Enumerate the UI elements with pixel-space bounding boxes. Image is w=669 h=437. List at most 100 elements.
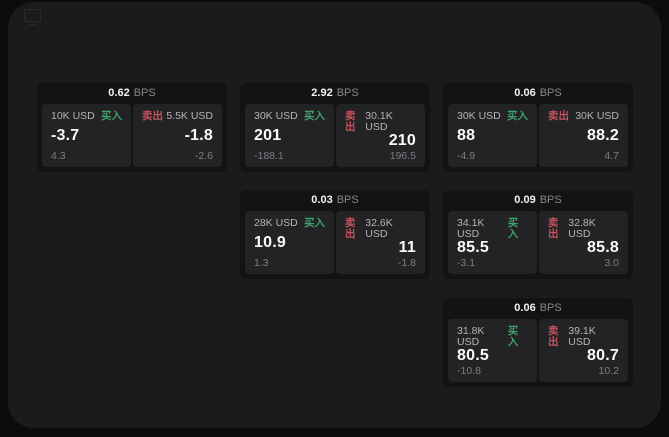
buy-price-value: 201 [254, 127, 282, 144]
sell-side-label: 卖出 [548, 325, 559, 348]
buy-quote-tile[interactable]: 31.8K USD 买入 80.5 -10.8 [448, 319, 537, 382]
buy-quote-tile[interactable]: 10K USD 买入 -3.7 4.3 [42, 104, 131, 167]
sell-change-value: 4.7 [604, 149, 619, 162]
sell-side-label: 卖出 [345, 110, 356, 133]
sell-tile-header: 卖出 39.1K USD [548, 326, 619, 347]
bps-spread-value: 0.06 [514, 302, 536, 314]
buy-price-value: 80.5 [457, 347, 489, 365]
buy-tile-header: 28K USD 买入 [254, 218, 325, 229]
buy-size-label: 28K USD [254, 217, 298, 229]
quote-card: 0.03 BPS 28K USD 买入 10.9 1.3 卖出 32.6K US… [240, 190, 430, 279]
sell-price-value: 88.2 [587, 127, 619, 144]
sell-tile-header: 卖出 5.5K USD [142, 111, 213, 122]
buy-tile-header: 30K USD 买入 [457, 111, 528, 122]
sell-quote-tile[interactable]: 卖出 30K USD 88.2 4.7 [539, 104, 628, 167]
sell-quote-tile[interactable]: 卖出 30.1K USD 210 196.5 [336, 104, 425, 167]
buy-tile-header: 31.8K USD 买入 [457, 326, 528, 347]
buy-price-value: 10.9 [254, 234, 286, 251]
buy-quote-tile[interactable]: 30K USD 买入 88 -4.9 [448, 104, 537, 167]
sell-side-label: 卖出 [345, 217, 356, 240]
sell-change-value: -1.8 [397, 256, 416, 269]
buy-change-value: -4.9 [457, 149, 476, 162]
buy-size-label: 30K USD [457, 110, 501, 122]
sell-change-value: 10.2 [598, 364, 619, 377]
bps-spread-value: 0.09 [514, 194, 536, 206]
card-body: 30K USD 买入 88 -4.9 卖出 30K USD 88.2 4.7 [443, 104, 633, 167]
card-body: 28K USD 买入 10.9 1.3 卖出 32.6K USD 11 -1.8 [240, 211, 430, 274]
buy-size-label: 10K USD [51, 110, 95, 122]
buy-size-label: 30K USD [254, 110, 298, 122]
card-header: 0.06 BPS [443, 298, 633, 319]
sell-side-label: 卖出 [548, 110, 569, 122]
card-body: 30K USD 买入 201 -188.1 卖出 30.1K USD 210 1… [240, 104, 430, 167]
sell-quote-tile[interactable]: 卖出 32.8K USD 85.8 3.0 [539, 211, 628, 274]
buy-price-value: -3.7 [51, 127, 80, 144]
buy-quote-tile[interactable]: 28K USD 买入 10.9 1.3 [245, 211, 334, 274]
buy-side-label: 买入 [304, 110, 325, 122]
buy-price-value: 85.5 [457, 239, 489, 257]
bps-unit-label: BPS [133, 87, 156, 99]
sell-price-value: 210 [388, 132, 416, 150]
buy-quote-tile[interactable]: 30K USD 买入 201 -188.1 [245, 104, 334, 167]
buy-side-label: 买入 [507, 110, 528, 122]
sell-change-value: -2.6 [194, 149, 213, 162]
buy-tile-header: 34.1K USD 买入 [457, 218, 528, 239]
bps-spread-value: 0.06 [514, 87, 536, 99]
card-header: 0.62 BPS [37, 83, 227, 104]
sell-quote-tile[interactable]: 卖出 39.1K USD 80.7 10.2 [539, 319, 628, 382]
quote-card: 0.06 BPS 30K USD 买入 88 -4.9 卖出 30K USD 8… [443, 83, 633, 172]
sell-price-value: 11 [398, 239, 416, 257]
buy-quote-tile[interactable]: 34.1K USD 买入 85.5 -3.1 [448, 211, 537, 274]
bps-spread-value: 2.92 [311, 87, 333, 99]
card-body: 31.8K USD 买入 80.5 -10.8 卖出 39.1K USD 80.… [443, 319, 633, 382]
quote-card: 0.06 BPS 31.8K USD 买入 80.5 -10.8 卖出 39.1… [443, 298, 633, 387]
buy-size-label: 31.8K USD [457, 325, 485, 348]
buy-change-value: 4.3 [51, 149, 66, 162]
sell-tile-header: 卖出 32.8K USD [548, 218, 619, 239]
sell-tile-header: 卖出 32.6K USD [345, 218, 416, 239]
card-header: 0.09 BPS [443, 190, 633, 211]
card-header: 0.03 BPS [240, 190, 430, 211]
sell-side-label: 卖出 [548, 217, 559, 240]
buy-side-label: 买入 [304, 217, 325, 229]
card-body: 34.1K USD 买入 85.5 -3.1 卖出 32.8K USD 85.8… [443, 211, 633, 274]
sell-size-label: 32.6K USD [365, 217, 393, 240]
buy-tile-header: 30K USD 买入 [254, 111, 325, 122]
sell-size-label: 39.1K USD [568, 325, 596, 348]
card-body: 10K USD 买入 -3.7 4.3 卖出 5.5K USD -1.8 -2.… [37, 104, 227, 167]
bps-unit-label: BPS [539, 194, 562, 206]
sell-quote-tile[interactable]: 卖出 5.5K USD -1.8 -2.6 [133, 104, 222, 167]
sell-size-label: 30K USD [575, 110, 619, 122]
sell-tile-header: 卖出 30.1K USD [345, 111, 416, 132]
sell-side-label: 卖出 [142, 110, 163, 122]
buy-change-value: 1.3 [254, 256, 269, 269]
card-header: 0.06 BPS [443, 83, 633, 104]
bps-unit-label: BPS [539, 87, 562, 99]
bps-unit-label: BPS [539, 302, 562, 314]
bps-spread-value: 0.03 [311, 194, 333, 206]
sell-change-value: 3.0 [604, 256, 619, 269]
sell-change-value: 196.5 [389, 149, 416, 162]
buy-change-value: -10.8 [457, 364, 481, 377]
buy-change-value: -188.1 [254, 149, 284, 162]
sell-price-value: 85.8 [587, 239, 619, 257]
sell-size-label: 30.1K USD [365, 110, 393, 133]
quote-card: 2.92 BPS 30K USD 买入 201 -188.1 卖出 30.1K … [240, 83, 430, 172]
buy-side-label: 买入 [507, 217, 519, 240]
monitor-icon [24, 9, 41, 25]
bps-unit-label: BPS [336, 194, 359, 206]
quote-card: 0.09 BPS 34.1K USD 买入 85.5 -3.1 卖出 32.8K… [443, 190, 633, 279]
quote-card: 0.62 BPS 10K USD 买入 -3.7 4.3 卖出 5.5K USD… [37, 83, 227, 172]
sell-size-label: 5.5K USD [166, 110, 213, 122]
sell-quote-tile[interactable]: 卖出 32.6K USD 11 -1.8 [336, 211, 425, 274]
bps-unit-label: BPS [336, 87, 359, 99]
buy-side-label: 买入 [101, 110, 122, 122]
buy-price-value: 88 [457, 127, 476, 144]
buy-change-value: -3.1 [457, 256, 476, 269]
buy-size-label: 34.1K USD [457, 217, 485, 240]
sell-size-label: 32.8K USD [568, 217, 596, 240]
sell-price-value: -1.8 [184, 127, 213, 144]
card-header: 2.92 BPS [240, 83, 430, 104]
buy-tile-header: 10K USD 买入 [51, 111, 122, 122]
